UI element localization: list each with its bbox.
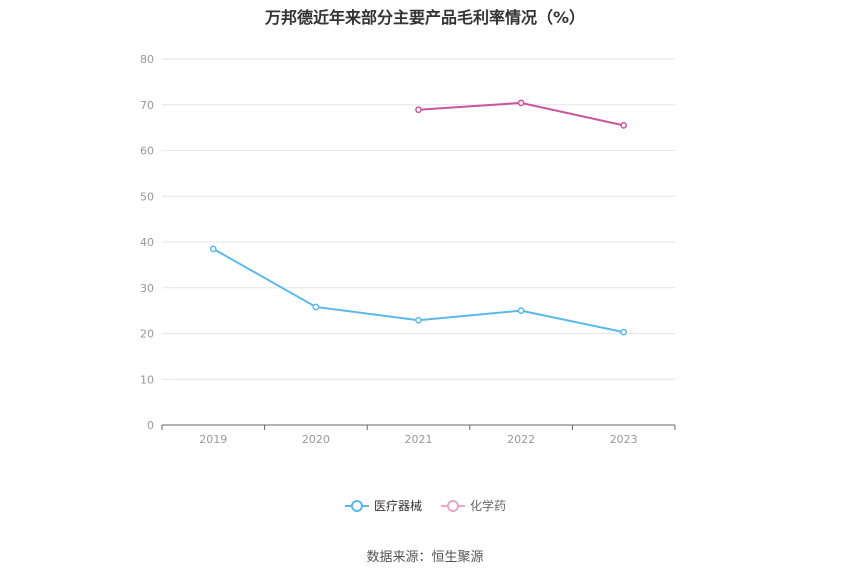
legend-marker-series1 xyxy=(344,499,369,512)
legend-item-series1[interactable]: 医疗器械 xyxy=(344,497,422,514)
data-point-series1-2019 xyxy=(209,245,217,253)
data-point-series2-2022 xyxy=(517,99,525,107)
x-tick-label-2020: 2020 xyxy=(302,433,330,446)
y-tick-label-10: 10 xyxy=(140,373,154,386)
chart-title: 万邦德近年来部分主要产品毛利率情况（%） xyxy=(264,8,586,27)
data-point-series1-2020 xyxy=(312,303,320,311)
x-tick-label-2021: 2021 xyxy=(405,433,433,446)
x-tick-label-2023: 2023 xyxy=(610,433,638,446)
legend: 医疗器械 化学药 xyxy=(0,497,850,514)
y-tick-label-0: 0 xyxy=(147,419,154,432)
x-tick-label-2022: 2022 xyxy=(507,433,535,446)
legend-label-series1: 医疗器械 xyxy=(373,499,422,513)
y-tick-label-70: 70 xyxy=(140,99,154,112)
legend-item-series2[interactable]: 化学药 xyxy=(440,497,506,514)
y-tick-label-80: 80 xyxy=(140,53,154,66)
y-tick-label-50: 50 xyxy=(140,190,154,203)
data-point-series2-2021 xyxy=(415,106,422,114)
data-point-series1-2021 xyxy=(415,316,422,324)
y-tick-label-20: 20 xyxy=(140,328,154,341)
data-point-series2-2023 xyxy=(620,121,628,129)
y-tick-label-60: 60 xyxy=(140,145,154,158)
x-tick-label-2019: 2019 xyxy=(199,433,227,446)
data-point-series1-2023 xyxy=(620,328,628,336)
y-tick-label-30: 30 xyxy=(140,282,154,295)
legend-marker-series2 xyxy=(441,499,465,512)
data-point-series1-2022 xyxy=(517,307,525,314)
legend-label-series2: 化学药 xyxy=(470,499,507,513)
data-source: 数据来源：恒生聚源 xyxy=(366,550,484,565)
y-tick-label-40: 40 xyxy=(140,236,154,249)
series-line-2 xyxy=(418,101,624,127)
